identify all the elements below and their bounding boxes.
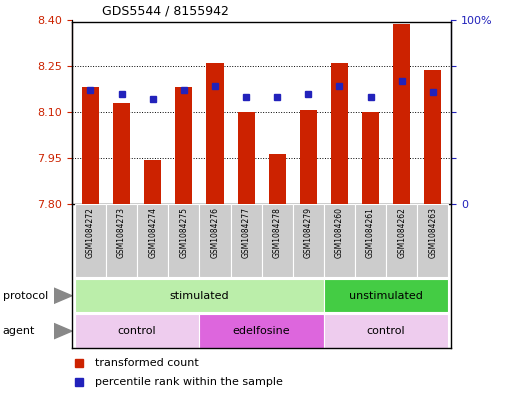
Text: GSM1084273: GSM1084273 xyxy=(117,207,126,258)
Bar xyxy=(137,204,168,277)
Bar xyxy=(106,204,137,277)
Text: percentile rank within the sample: percentile rank within the sample xyxy=(94,377,283,387)
Bar xyxy=(324,279,448,312)
Text: GSM1084275: GSM1084275 xyxy=(180,207,188,258)
Text: GSM1084278: GSM1084278 xyxy=(273,207,282,258)
Text: GSM1084262: GSM1084262 xyxy=(397,207,406,258)
Text: protocol: protocol xyxy=(3,291,48,301)
Text: control: control xyxy=(118,326,156,336)
Bar xyxy=(200,314,324,348)
Bar xyxy=(386,204,417,277)
Bar xyxy=(206,63,224,204)
Bar xyxy=(324,204,355,277)
Bar xyxy=(113,103,130,204)
Bar xyxy=(293,204,324,277)
Bar xyxy=(269,154,286,204)
Text: agent: agent xyxy=(3,326,35,336)
Bar xyxy=(362,112,379,204)
Text: GSM1084261: GSM1084261 xyxy=(366,207,375,258)
Text: GDS5544 / 8155942: GDS5544 / 8155942 xyxy=(102,4,229,17)
Polygon shape xyxy=(54,288,72,303)
Text: GSM1084272: GSM1084272 xyxy=(86,207,95,258)
Bar xyxy=(168,204,200,277)
Bar xyxy=(230,204,262,277)
Text: GSM1084274: GSM1084274 xyxy=(148,207,157,258)
Text: control: control xyxy=(367,326,405,336)
Text: unstimulated: unstimulated xyxy=(349,291,423,301)
Text: GSM1084260: GSM1084260 xyxy=(335,207,344,258)
Bar xyxy=(331,63,348,204)
Bar xyxy=(417,204,448,277)
Bar xyxy=(144,160,161,204)
Bar xyxy=(300,110,317,204)
Text: GSM1084263: GSM1084263 xyxy=(428,207,437,258)
Text: GSM1084276: GSM1084276 xyxy=(210,207,220,258)
Text: GSM1084277: GSM1084277 xyxy=(242,207,250,258)
Bar xyxy=(424,70,441,204)
Bar xyxy=(262,204,293,277)
Polygon shape xyxy=(54,323,72,339)
Text: transformed count: transformed count xyxy=(94,358,199,368)
Text: stimulated: stimulated xyxy=(170,291,229,301)
Bar xyxy=(200,204,230,277)
Bar xyxy=(175,87,192,204)
Text: edelfosine: edelfosine xyxy=(233,326,290,336)
Bar xyxy=(324,314,448,348)
Bar xyxy=(393,24,410,204)
Bar xyxy=(355,204,386,277)
Bar xyxy=(238,112,254,204)
Bar xyxy=(75,279,324,312)
Bar xyxy=(75,204,106,277)
Text: GSM1084279: GSM1084279 xyxy=(304,207,313,258)
Bar xyxy=(75,314,200,348)
Bar xyxy=(82,87,99,204)
